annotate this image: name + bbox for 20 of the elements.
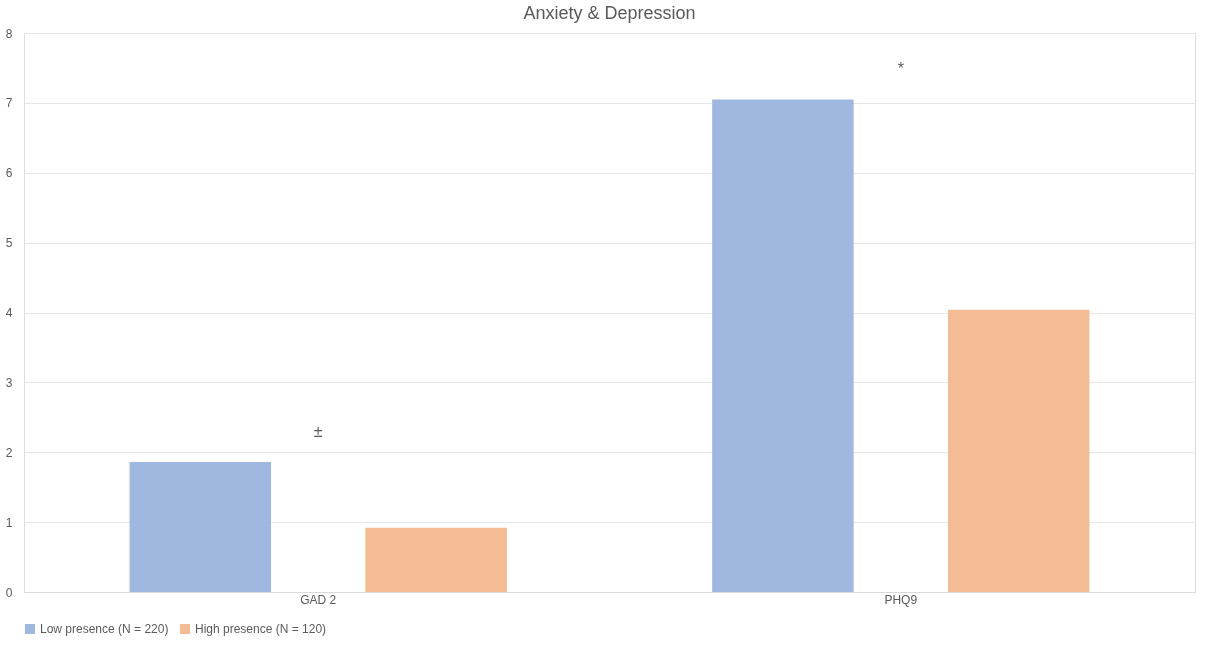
y-tick-label: 8 <box>5 26 13 41</box>
bar <box>712 99 854 592</box>
chart-title: Anxiety & Depression <box>523 3 696 23</box>
bar <box>947 309 1090 592</box>
y-tick-label: 5 <box>5 236 13 251</box>
x-tick-label: PHQ9 <box>884 592 918 607</box>
legend-label: Low presence (N = 220) <box>40 622 169 636</box>
bar <box>129 462 272 592</box>
annotation: * <box>897 60 904 78</box>
y-tick-label: 3 <box>5 375 13 390</box>
y-tick-label: 1 <box>5 515 13 530</box>
x-tick-label: GAD 2 <box>300 592 337 607</box>
legend-label: High presence (N = 120) <box>195 622 327 636</box>
y-tick-label: 6 <box>5 166 13 181</box>
bar <box>365 527 507 592</box>
y-tick-label: 4 <box>5 306 13 320</box>
y-tick-label: 7 <box>5 96 13 111</box>
annotation: ± <box>313 423 323 441</box>
y-tick-label: 0 <box>5 585 13 600</box>
y-tick-label: 2 <box>5 445 13 460</box>
